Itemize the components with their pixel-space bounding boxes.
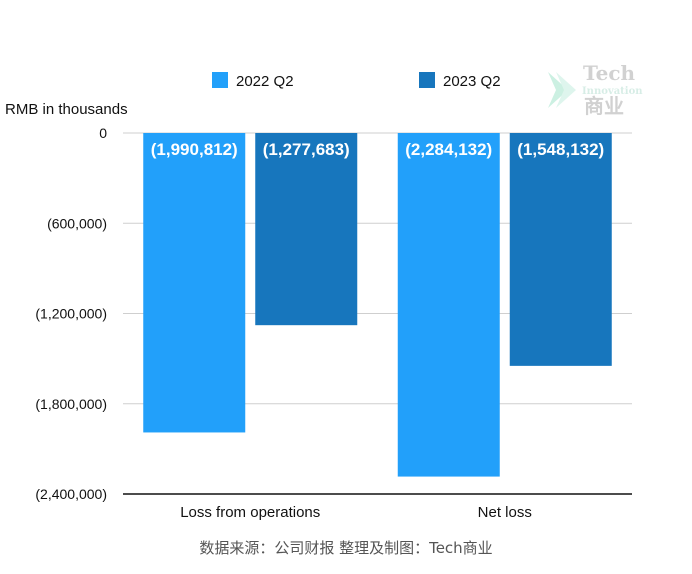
- legend-swatch-2022: [212, 72, 228, 88]
- watermark-logo: Tech Innovation 商业: [548, 61, 643, 118]
- bar: [397, 133, 500, 477]
- bar-value-label: (2,284,132): [405, 140, 492, 159]
- bar-value-label: (1,548,132): [517, 140, 604, 159]
- bar-value-label: (1,277,683): [263, 140, 350, 159]
- data-labels: (1,990,812) (1,277,683) (2,284,132) (1,548,…: [151, 140, 604, 159]
- watermark-tech: Tech: [583, 61, 635, 85]
- bar-value-label: (1,990,812): [151, 140, 238, 159]
- chevron-logo-icon-inner: [556, 72, 576, 108]
- legend: 2022 Q2 2023 Q2: [212, 72, 501, 90]
- y-tick-label: 0: [99, 125, 107, 141]
- bar: [143, 133, 246, 433]
- legend-swatch-2023: [419, 72, 435, 88]
- y-tick-label: (1,800,000): [35, 396, 107, 412]
- chevron-logo-icon: [548, 72, 568, 108]
- x-category-label: Net loss: [478, 504, 532, 521]
- y-tick-label: (1,200,000): [35, 306, 107, 322]
- source-note: 数据来源：公司财报 整理及制图：Tech商业: [199, 539, 492, 557]
- bar: [509, 133, 612, 366]
- watermark-innovation: Innovation: [582, 86, 643, 97]
- legend-label-2023: 2023 Q2: [443, 73, 501, 90]
- y-tick-label: (600,000): [47, 215, 107, 231]
- y-axis-ticks: 0 (600,000) (1,200,000) (1,800,000) (2,400,0…: [35, 125, 107, 502]
- bars: [143, 133, 612, 477]
- x-axis-categories: Loss from operations Net loss: [180, 504, 532, 521]
- x-category-label: Loss from operations: [180, 504, 320, 521]
- y-axis-unit-label: RMB in thousands: [5, 101, 128, 118]
- legend-label-2022: 2022 Q2: [236, 73, 294, 90]
- y-tick-label: (2,400,000): [35, 486, 107, 502]
- watermark-shangye: 商业: [584, 94, 624, 118]
- bar: [255, 133, 358, 326]
